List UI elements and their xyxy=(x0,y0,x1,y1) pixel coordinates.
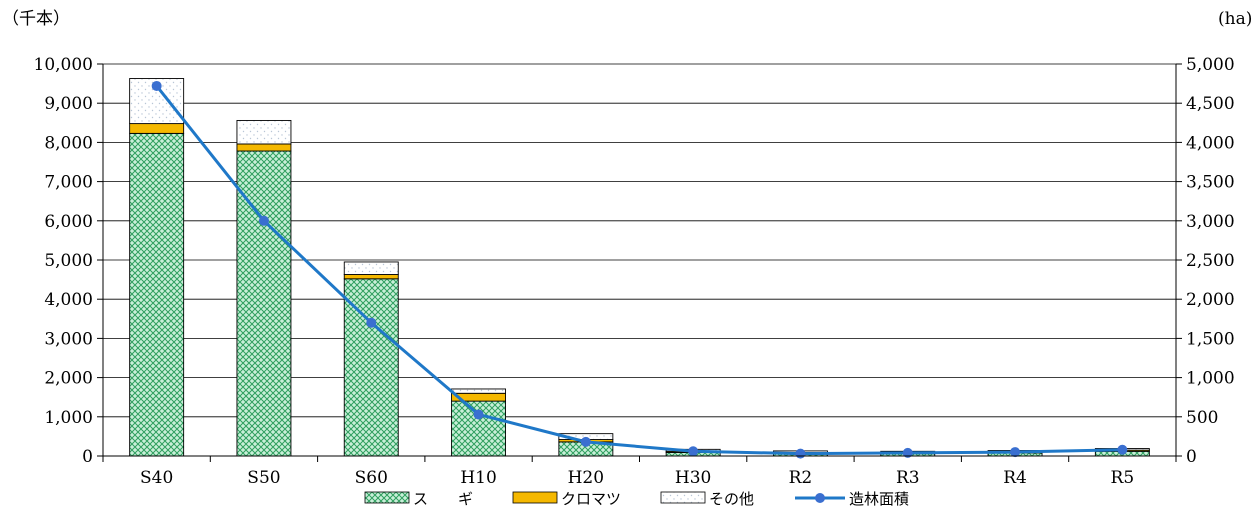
x-tick-label: R4 xyxy=(1003,468,1027,488)
x-tick-label: R2 xyxy=(789,468,813,488)
legend: ス ギ クロマツ その他 造林面積 xyxy=(364,490,909,508)
y-left-tick-label: 8,000 xyxy=(44,133,93,153)
area-line xyxy=(151,80,1128,459)
y-right-tick-label: 4,500 xyxy=(1186,94,1235,114)
y-right-tick-label: 1,500 xyxy=(1186,329,1235,349)
area-point xyxy=(795,448,806,459)
y-left-tick-label: 4,000 xyxy=(44,290,93,310)
legend-item-kuromatsu-swatch xyxy=(512,491,558,504)
legend-item-area-swatch-marker xyxy=(815,493,825,503)
x-tick-label: S40 xyxy=(140,468,173,488)
y-left-tick-label: 5,000 xyxy=(44,251,93,271)
axes: 0 0 1,000 500 2,000 1,000 3,000 1,500 4,000 2,000… xyxy=(34,55,1235,488)
y-left-tick-label: 3,000 xyxy=(44,329,93,349)
y-left-tick-label: 9,000 xyxy=(44,94,93,114)
bar-sugi xyxy=(451,400,506,457)
area-point xyxy=(580,436,591,447)
bar-kuromatsu xyxy=(129,123,185,134)
y-right-tick-label: 2,500 xyxy=(1186,251,1235,271)
bar-sugi xyxy=(236,150,292,457)
y-left-tick-label: 7,000 xyxy=(44,173,93,193)
y-left-tick-label: 10,000 xyxy=(34,55,93,75)
y-left-tick-label: 6,000 xyxy=(44,212,93,232)
y-left-tick-label: 2,000 xyxy=(44,369,93,389)
area-point xyxy=(366,317,377,328)
y-right-tick-label: 0 xyxy=(1186,447,1197,467)
y-right-unit-label: (ha) xyxy=(1218,9,1252,29)
x-tick-label: H10 xyxy=(460,468,496,488)
area-point xyxy=(1117,444,1128,455)
x-tick-label: R3 xyxy=(896,468,920,488)
y-left-tick-label: 0 xyxy=(82,447,93,467)
area-point xyxy=(688,446,699,457)
area-point xyxy=(151,80,162,91)
y-left-tick-label: 1,000 xyxy=(44,408,93,428)
area-point xyxy=(258,215,269,226)
legend-item-other-swatch xyxy=(660,491,706,504)
y-right-tick-label: 1,000 xyxy=(1186,369,1235,389)
x-tick-label: H20 xyxy=(568,468,604,488)
y-left-unit-label: （千本） xyxy=(2,9,70,29)
y-right-tick-label: 3,000 xyxy=(1186,212,1235,232)
bar-kuromatsu xyxy=(343,274,399,280)
bar-other xyxy=(236,119,292,145)
x-tick-label: S50 xyxy=(247,468,280,488)
y-right-tick-label: 5,000 xyxy=(1186,55,1235,75)
area-point xyxy=(902,447,913,458)
legend-item-other-label: その他 xyxy=(709,490,754,508)
y-right-tick-label: 500 xyxy=(1186,408,1218,428)
area-series-line xyxy=(155,85,1123,456)
area-point xyxy=(473,409,484,420)
y-right-tick-label: 4,000 xyxy=(1186,133,1235,153)
y-right-tick-label: 2,000 xyxy=(1186,290,1235,310)
bar-kuromatsu xyxy=(236,143,292,152)
bar-other xyxy=(451,388,506,394)
legend-item-sugi-swatch xyxy=(364,491,410,504)
legend-item-sugi-label: ス ギ xyxy=(413,490,473,508)
bar-sugi xyxy=(129,132,185,457)
x-tick-label: H30 xyxy=(675,468,711,488)
bars xyxy=(129,78,1150,457)
x-tick-label: R5 xyxy=(1111,468,1135,488)
legend-item-kuromatsu-label: クロマツ xyxy=(561,490,621,508)
bar-other xyxy=(343,261,399,275)
legend-item-area-label: 造林面積 xyxy=(849,490,909,508)
y-right-tick-label: 3,500 xyxy=(1186,173,1235,193)
x-tick-label: S60 xyxy=(355,468,388,488)
area-point xyxy=(1010,447,1021,458)
